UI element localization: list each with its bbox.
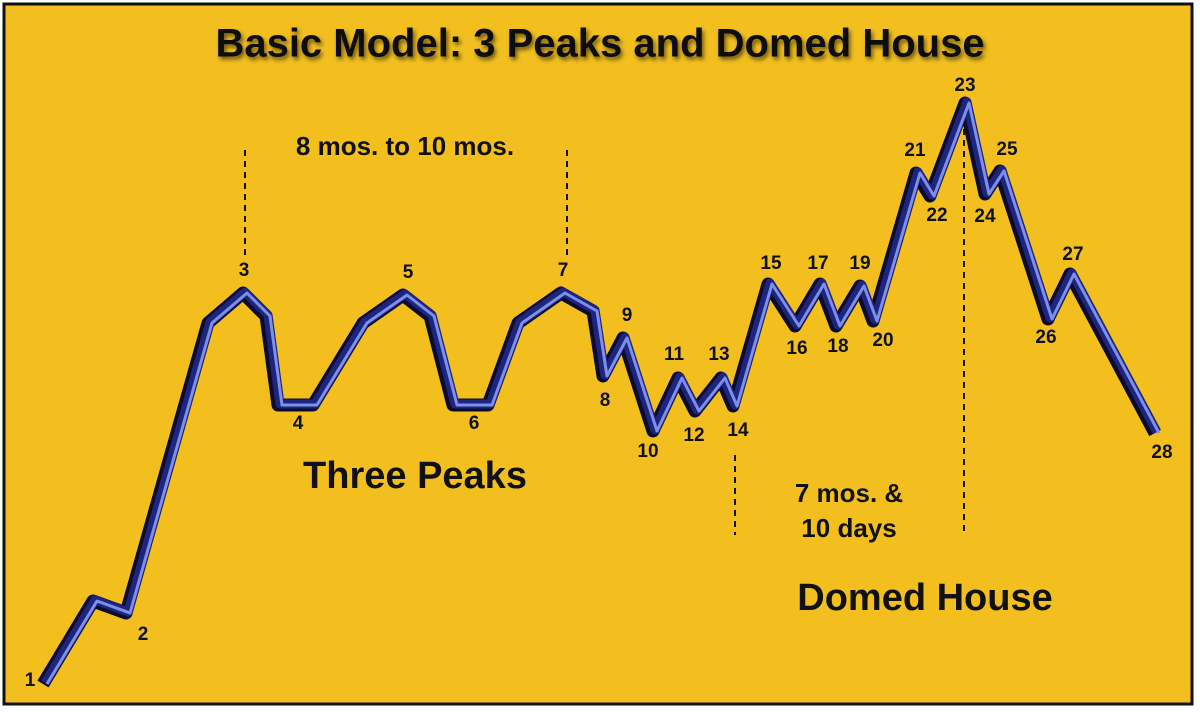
three-peaks-label: Three Peaks — [303, 455, 527, 497]
domed-house-label: Domed House — [797, 577, 1052, 619]
node-label: 18 — [827, 336, 848, 357]
node-label: 2 — [138, 624, 149, 645]
node-label: 1 — [25, 670, 36, 691]
dashed-guides — [244, 118, 965, 535]
node-label: 27 — [1062, 244, 1083, 265]
path-highlight — [45, 101, 1161, 685]
node-label: 7 — [558, 260, 569, 281]
node-label: 20 — [872, 330, 893, 351]
node-label: 10 — [637, 441, 658, 462]
node-label: 3 — [239, 260, 250, 281]
node-label: 13 — [708, 344, 729, 365]
node-label: 28 — [1151, 442, 1172, 463]
node-label: 17 — [807, 253, 828, 274]
node-label: 11 — [664, 344, 685, 365]
node-label: 12 — [683, 425, 704, 446]
node-labels: 1234567891011121314151617181920212223242… — [25, 75, 1173, 691]
node-label: 8 — [600, 390, 611, 411]
node-label: 25 — [996, 139, 1018, 160]
node-label: 19 — [849, 253, 870, 274]
node-label: 26 — [1035, 327, 1056, 348]
node-label: 14 — [727, 420, 749, 441]
node-label: 24 — [974, 206, 996, 227]
price-path — [37, 96, 1161, 688]
node-label: 4 — [293, 413, 304, 434]
peaks-span: 8 mos. to 10 mos. — [296, 131, 514, 161]
node-label: 5 — [403, 262, 414, 283]
node-label: 21 — [904, 140, 926, 161]
title: Basic Model: 3 Peaks and Domed House — [215, 22, 984, 66]
dome-span-line1: 7 mos. & — [795, 478, 903, 508]
node-label: 9 — [622, 305, 633, 326]
node-label: 16 — [786, 338, 807, 359]
dome-span-line2: 10 days — [801, 513, 896, 543]
node-label: 6 — [469, 413, 480, 434]
node-label: 23 — [954, 75, 975, 96]
node-label: 15 — [760, 253, 782, 274]
node-label: 22 — [926, 205, 947, 226]
